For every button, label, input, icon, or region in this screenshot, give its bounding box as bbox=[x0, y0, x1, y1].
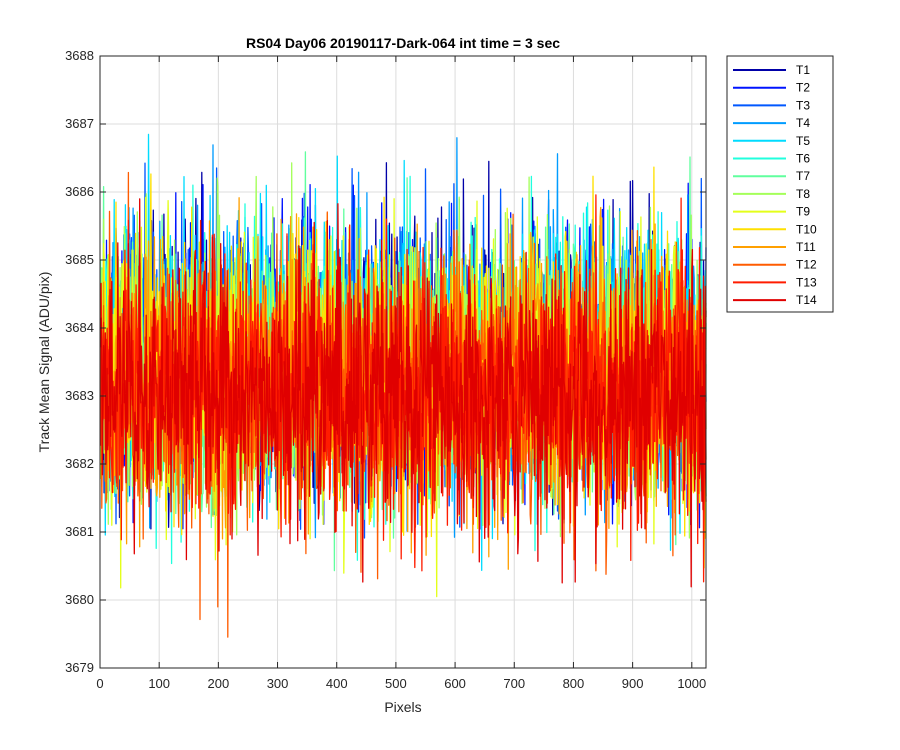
y-axis-label: Track Mean Signal (ADU/pix) bbox=[36, 272, 52, 453]
legend-label-T4: T4 bbox=[796, 116, 810, 130]
legend-label-T11: T11 bbox=[796, 240, 816, 254]
x-tick-label: 900 bbox=[622, 676, 644, 691]
x-tick-label: 1000 bbox=[677, 676, 706, 691]
legend-label-T5: T5 bbox=[796, 134, 810, 148]
y-tick-label: 3684 bbox=[65, 320, 94, 335]
legend-label-T2: T2 bbox=[796, 81, 810, 95]
legend-label-T12: T12 bbox=[796, 258, 817, 272]
axes-box bbox=[99, 55, 707, 669]
legend-label-T3: T3 bbox=[796, 98, 810, 112]
x-tick-label: 0 bbox=[96, 676, 103, 691]
x-tick-label: 200 bbox=[208, 676, 230, 691]
y-tick-label: 3681 bbox=[65, 524, 94, 539]
y-tick-label: 3679 bbox=[65, 660, 94, 675]
legend-box bbox=[726, 55, 834, 313]
series-line-T14 bbox=[99, 198, 707, 588]
legend-label-T9: T9 bbox=[796, 205, 810, 219]
x-tick-label: 700 bbox=[503, 676, 525, 691]
y-tick-label: 3683 bbox=[65, 388, 94, 403]
plot-lines bbox=[99, 133, 707, 638]
x-tick-label: 800 bbox=[563, 676, 585, 691]
legend-label-T14: T14 bbox=[796, 293, 817, 307]
y-tick-label: 3685 bbox=[65, 252, 94, 267]
x-tick-label: 500 bbox=[385, 676, 407, 691]
y-tick-label: 3680 bbox=[65, 592, 94, 607]
x-tick-label: 100 bbox=[148, 676, 170, 691]
y-tick-label: 3682 bbox=[65, 456, 94, 471]
chart-title: RS04 Day06 20190117-Dark-064 int time = … bbox=[246, 35, 560, 51]
y-tick-label: 3686 bbox=[65, 184, 94, 199]
legend-label-T13: T13 bbox=[796, 275, 817, 289]
legend: T1 T2 T3 T4 T5 T6 T7 T8 T9 T10 T11 T12 T13 T14 bbox=[726, 55, 834, 313]
y-tick-label: 3687 bbox=[65, 116, 94, 131]
legend-label-T1: T1 bbox=[796, 63, 810, 77]
legend-label-T7: T7 bbox=[796, 169, 810, 183]
x-tick-label: 600 bbox=[444, 676, 466, 691]
legend-label-T6: T6 bbox=[796, 152, 810, 166]
x-axis: 0 100 200 300 400 500 600 700 800 900 1000 bbox=[96, 56, 706, 691]
x-axis-label: Pixels bbox=[384, 699, 421, 715]
legend-label-T8: T8 bbox=[796, 187, 810, 201]
y-tick-label: 3688 bbox=[65, 48, 94, 63]
y-axis: 3679 3680 3681 3682 3683 3684 3685 3686 3687 3688 bbox=[65, 48, 706, 675]
x-tick-label: 300 bbox=[267, 676, 289, 691]
x-tick-label: 400 bbox=[326, 676, 348, 691]
legend-label-T10: T10 bbox=[796, 222, 817, 236]
